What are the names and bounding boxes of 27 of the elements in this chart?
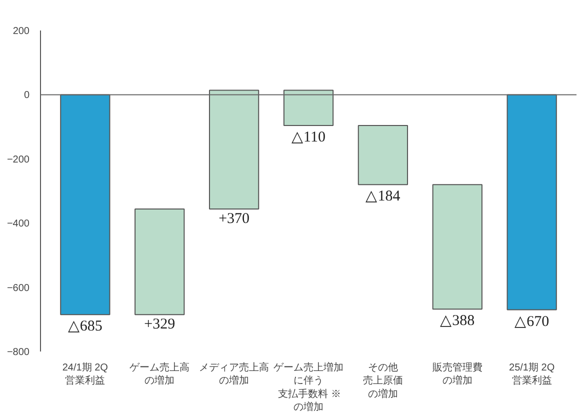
- bar: [283, 90, 334, 126]
- x-tick-label: ゲーム売上高の増加: [130, 362, 190, 387]
- x-tick-label: 販売管理費の増加: [432, 362, 482, 387]
- bar: [60, 94, 110, 316]
- y-tick-label: 0: [24, 90, 30, 102]
- bar: [134, 208, 185, 316]
- y-tick-label: −400: [6, 218, 30, 230]
- data-label: △184: [366, 188, 401, 205]
- x-tick-label: メディア売上高の増加: [199, 362, 270, 387]
- bar: [432, 184, 482, 310]
- x-tick-label: 25/1期 2Q営業利益: [509, 362, 555, 387]
- bar: [358, 125, 408, 186]
- data-label: △110: [292, 130, 326, 146]
- data-label: △670: [514, 314, 550, 330]
- y-tick-label: −800: [6, 347, 30, 358]
- data-label: △388: [440, 313, 475, 330]
- bar: [208, 90, 260, 210]
- y-tick-label: 200: [12, 26, 30, 37]
- data-label: △685: [68, 318, 102, 335]
- x-tick-label: その他売上原価の増加: [362, 362, 403, 400]
- x-tick-label: ゲーム売上増加に伴う支払手数料 ※の増加: [274, 362, 344, 414]
- x-tick-label: 24/1期 2Q営業利益: [62, 362, 108, 387]
- data-label: +329: [144, 316, 176, 333]
- y-tick-label: −600: [6, 282, 30, 294]
- y-tick-label: −200: [6, 154, 30, 166]
- data-label: +370: [218, 210, 250, 227]
- bar: [506, 94, 557, 310]
